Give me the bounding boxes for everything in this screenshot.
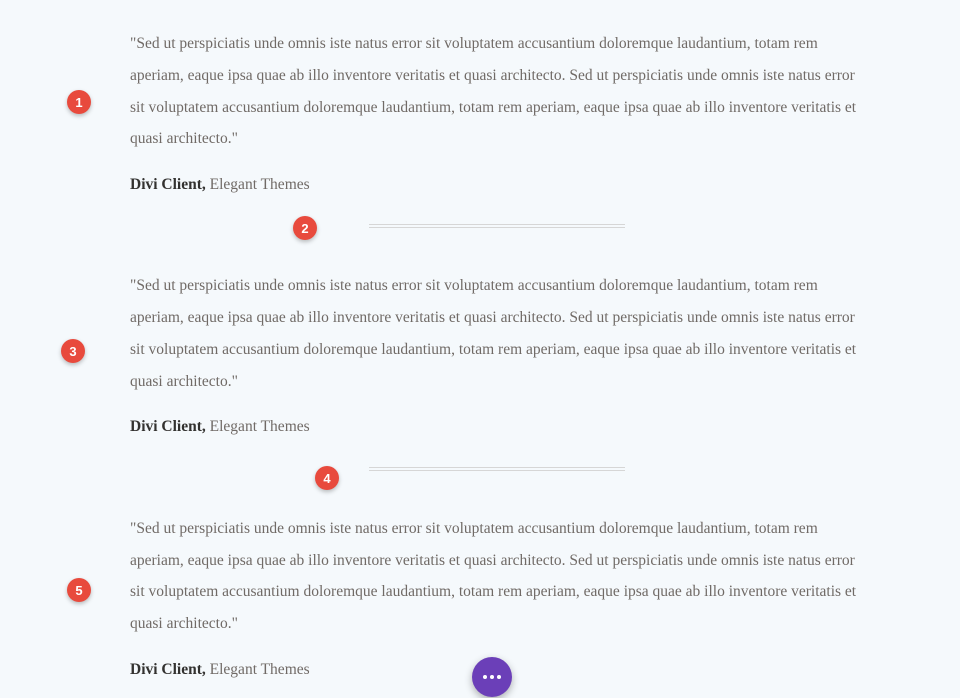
annotation-badge-4[interactable]: 4: [315, 466, 339, 490]
more-actions-button[interactable]: [472, 657, 512, 697]
annotation-badge-2[interactable]: 2: [293, 216, 317, 240]
author-company: Elegant Themes: [206, 176, 310, 193]
author-name: Divi Client,: [130, 176, 206, 193]
annotation-badge-3[interactable]: 3: [61, 339, 85, 363]
more-icon: [483, 675, 501, 679]
testimonial-author: Divi Client, Elegant Themes: [130, 414, 864, 440]
divider-wrap: [130, 224, 864, 228]
author-name: Divi Client,: [130, 418, 206, 435]
divider: [369, 224, 625, 228]
testimonial-block: "Sed ut perspiciatis unde omnis iste nat…: [130, 270, 864, 440]
author-name: Divi Client,: [130, 661, 206, 678]
testimonial-quote: "Sed ut perspiciatis unde omnis iste nat…: [130, 28, 864, 155]
divider-wrap: [130, 467, 864, 471]
divider: [369, 467, 625, 471]
testimonial-quote: "Sed ut perspiciatis unde omnis iste nat…: [130, 270, 864, 397]
testimonial-block: "Sed ut perspiciatis unde omnis iste nat…: [130, 28, 864, 198]
author-company: Elegant Themes: [206, 418, 310, 435]
testimonial-quote: "Sed ut perspiciatis unde omnis iste nat…: [130, 513, 864, 640]
annotation-badge-1[interactable]: 1: [67, 90, 91, 114]
testimonial-author: Divi Client, Elegant Themes: [130, 172, 864, 198]
testimonials-section: "Sed ut perspiciatis unde omnis iste nat…: [0, 0, 960, 683]
author-company: Elegant Themes: [206, 661, 310, 678]
annotation-badge-5[interactable]: 5: [67, 578, 91, 602]
